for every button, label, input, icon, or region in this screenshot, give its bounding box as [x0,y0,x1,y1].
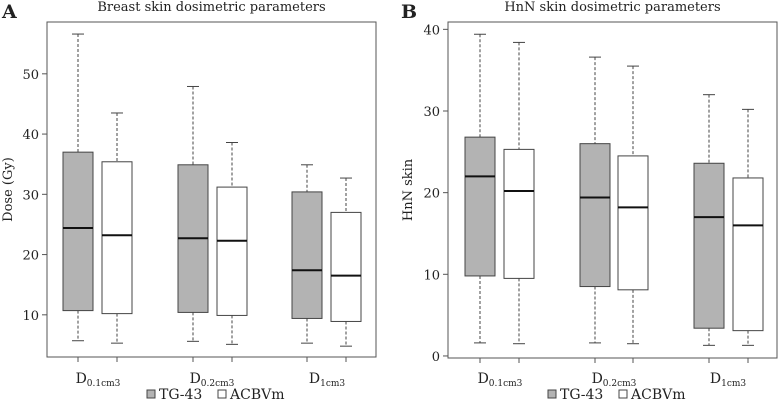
category-subscript: 0.1cm3 [489,379,523,389]
iqr-box [693,162,725,329]
x-tick-label: D0.1cm3 [478,371,523,389]
legend-item-tg-43: TG-43 [146,387,202,401]
iqr-box [62,151,94,312]
y-axis-label: Dose (Gy) [1,157,16,222]
box-acbvm [216,142,248,362]
category-subscript: 0.2cm3 [201,379,235,389]
y-tick-label: 10 [423,268,440,283]
legend-swatch [547,389,557,399]
category-subscript: 0.1cm3 [87,379,121,389]
iqr-box [579,143,611,288]
y-tick-label: 50 [22,68,39,83]
iqr-box [330,211,362,322]
y-tick-label: 40 [22,128,39,143]
iqr-box [291,191,323,319]
category-main: D [309,371,320,387]
category-main: D [592,371,603,387]
iqr-box [617,155,649,291]
legend-item-acbvm: ACBVm [217,387,285,401]
iqr-box [503,148,535,279]
legend-label: ACBVm [630,387,686,401]
legend-item-acbvm: ACBVm [618,387,686,401]
box-tg-43 [291,164,323,362]
y-tick-label: 20 [423,187,440,202]
x-tick-label: D0.1cm3 [76,371,121,389]
box-tg-43 [693,94,725,363]
iqr-box [216,186,248,316]
box-tg-43 [464,33,496,363]
box-tg-43 [177,85,209,362]
plot-frame [46,21,377,358]
legend-label: TG-43 [560,387,603,401]
box-acbvm [330,177,362,362]
category-subscript: 1cm3 [320,379,345,389]
box-tg-43 [579,56,611,363]
category-main: D [190,371,201,387]
legend-item-tg-43: TG-43 [547,387,603,401]
y-tick-label: 0 [432,350,440,365]
legend-label: TG-43 [159,387,202,401]
category-main: D [478,371,489,387]
y-axis-label: HnN skin [401,158,416,221]
category-main: D [76,371,87,387]
y-tick-label: 10 [22,309,39,324]
legend-swatch [146,389,156,399]
x-tick-label: D1cm3 [309,371,346,389]
y-tick-label: 30 [22,188,39,203]
x-tick-label: D0.2cm3 [190,371,235,389]
legend-swatch [618,389,628,399]
category-subscript: 0.2cm3 [603,379,637,389]
y-tick-label: 30 [423,105,440,120]
category-subscript: 1cm3 [721,379,746,389]
panel-B: B HnN skin dosimetric parameters 0 10 20 30 40… [401,0,778,401]
box-acbvm [101,112,133,362]
x-tick-label: D0.2cm3 [592,371,637,389]
iqr-box [732,177,764,332]
y-tick-label: 40 [423,23,440,38]
panel-letter: B [401,1,417,23]
chart-title: HnN skin dosimetric parameters [504,0,720,15]
plot-frame [447,21,778,359]
iqr-box [464,136,496,277]
panel-A: A Breast skin dosimetric parameters 10 20 30… [1,0,377,401]
y-tick-label: 20 [22,249,39,264]
panel-letter: A [1,1,17,23]
box-acbvm [732,108,764,363]
box-acbvm [617,65,649,363]
box-acbvm [503,41,535,363]
chart-title: Breast skin dosimetric parameters [97,0,325,15]
x-tick-label: D1cm3 [710,371,747,389]
box-tg-43 [62,33,94,362]
category-main: D [710,371,721,387]
iqr-box [101,161,133,315]
legend-swatch [217,389,227,399]
legend-label: ACBVm [229,387,285,401]
